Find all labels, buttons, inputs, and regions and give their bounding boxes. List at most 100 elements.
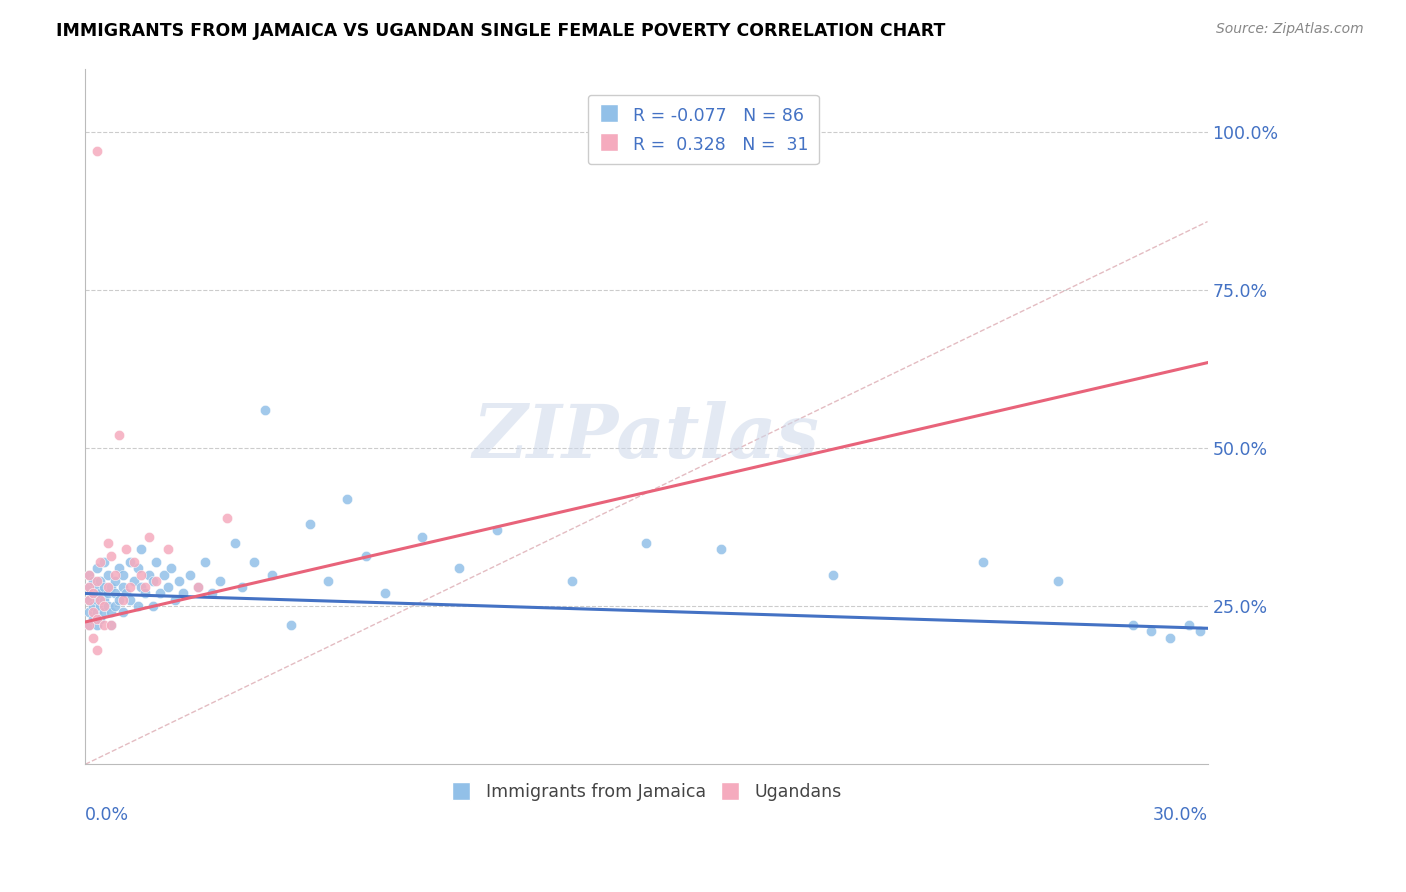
Point	[86, 580, 108, 594]
Point	[280, 618, 302, 632]
Point	[131, 580, 153, 594]
Point	[82, 606, 104, 620]
Point	[142, 599, 165, 614]
Point	[242, 555, 264, 569]
Point	[77, 618, 100, 632]
Point	[97, 536, 120, 550]
Point	[231, 580, 253, 594]
Point	[108, 561, 131, 575]
Point	[823, 567, 845, 582]
Point	[194, 555, 217, 569]
Point	[156, 580, 179, 594]
Point	[89, 555, 111, 569]
Point	[104, 599, 127, 614]
Point	[82, 586, 104, 600]
Point	[86, 592, 108, 607]
Point	[82, 612, 104, 626]
Point	[77, 592, 100, 607]
Point	[120, 592, 142, 607]
Point	[217, 510, 239, 524]
Point	[134, 580, 156, 594]
Point	[100, 549, 122, 563]
Point	[89, 586, 111, 600]
Point	[208, 574, 231, 588]
Point	[82, 599, 104, 614]
Point	[253, 403, 276, 417]
Point	[77, 606, 100, 620]
Point	[134, 586, 156, 600]
Point	[82, 586, 104, 600]
Point	[111, 606, 134, 620]
Point	[89, 599, 111, 614]
Point	[318, 574, 340, 588]
Point	[972, 555, 994, 569]
Point	[120, 580, 142, 594]
Point	[156, 542, 179, 557]
Text: ZIPatlas: ZIPatlas	[472, 401, 820, 474]
Point	[374, 586, 396, 600]
Point	[86, 612, 108, 626]
Point	[122, 574, 145, 588]
Point	[86, 144, 108, 158]
Text: 30.0%: 30.0%	[1153, 806, 1208, 824]
Point	[77, 567, 100, 582]
Legend: Immigrants from Jamaica, Ugandans: Immigrants from Jamaica, Ugandans	[444, 776, 849, 808]
Point	[111, 567, 134, 582]
Point	[100, 618, 122, 632]
Point	[77, 618, 100, 632]
Point	[97, 599, 120, 614]
Point	[336, 491, 359, 506]
Point	[179, 567, 201, 582]
Point	[172, 586, 194, 600]
Point	[93, 618, 115, 632]
Point	[120, 555, 142, 569]
Point	[86, 643, 108, 657]
Point	[411, 530, 433, 544]
Point	[100, 580, 122, 594]
Point	[561, 574, 583, 588]
Point	[77, 580, 100, 594]
Point	[145, 574, 167, 588]
Point	[160, 561, 183, 575]
Point	[636, 536, 658, 550]
Point	[138, 567, 160, 582]
Point	[97, 567, 120, 582]
Point	[93, 555, 115, 569]
Point	[104, 567, 127, 582]
Point	[153, 567, 176, 582]
Point	[186, 580, 208, 594]
Point	[1046, 574, 1069, 588]
Point	[131, 542, 153, 557]
Point	[115, 542, 138, 557]
Point	[111, 580, 134, 594]
Point	[108, 428, 131, 442]
Point	[89, 592, 111, 607]
Point	[77, 592, 100, 607]
Point	[1178, 618, 1201, 632]
Point	[89, 574, 111, 588]
Point	[93, 599, 115, 614]
Point	[262, 567, 284, 582]
Point	[449, 561, 471, 575]
Point	[77, 580, 100, 594]
Point	[100, 606, 122, 620]
Point	[77, 567, 100, 582]
Text: Source: ZipAtlas.com: Source: ZipAtlas.com	[1216, 22, 1364, 37]
Point	[167, 574, 190, 588]
Point	[354, 549, 377, 563]
Point	[104, 586, 127, 600]
Point	[89, 612, 111, 626]
Text: IMMIGRANTS FROM JAMAICA VS UGANDAN SINGLE FEMALE POVERTY CORRELATION CHART: IMMIGRANTS FROM JAMAICA VS UGANDAN SINGL…	[56, 22, 946, 40]
Point	[224, 536, 246, 550]
Point	[115, 586, 138, 600]
Point	[145, 555, 167, 569]
Point	[93, 592, 115, 607]
Point	[186, 580, 208, 594]
Point	[108, 592, 131, 607]
Point	[111, 592, 134, 607]
Point	[131, 567, 153, 582]
Point	[97, 580, 120, 594]
Point	[86, 618, 108, 632]
Point	[86, 561, 108, 575]
Point	[100, 618, 122, 632]
